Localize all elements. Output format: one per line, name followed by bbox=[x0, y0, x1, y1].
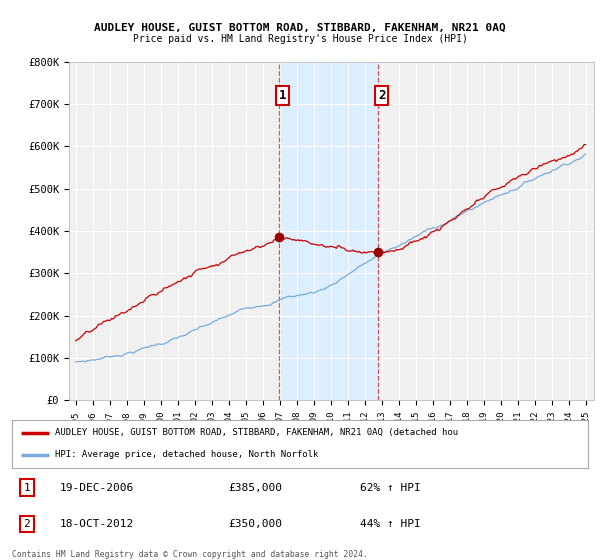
Text: 44% ↑ HPI: 44% ↑ HPI bbox=[360, 519, 421, 529]
Text: 1: 1 bbox=[23, 483, 31, 493]
Text: 19-DEC-2006: 19-DEC-2006 bbox=[60, 483, 134, 493]
Text: Contains HM Land Registry data © Crown copyright and database right 2024.
This d: Contains HM Land Registry data © Crown c… bbox=[12, 550, 368, 560]
Text: 2: 2 bbox=[23, 519, 31, 529]
Text: £385,000: £385,000 bbox=[228, 483, 282, 493]
Text: £350,000: £350,000 bbox=[228, 519, 282, 529]
Text: 62% ↑ HPI: 62% ↑ HPI bbox=[360, 483, 421, 493]
Bar bbox=[279, 62, 378, 400]
Text: HPI: Average price, detached house, North Norfolk: HPI: Average price, detached house, Nort… bbox=[55, 450, 319, 459]
Text: 1: 1 bbox=[278, 89, 286, 102]
Text: 18-OCT-2012: 18-OCT-2012 bbox=[60, 519, 134, 529]
Text: AUDLEY HOUSE, GUIST BOTTOM ROAD, STIBBARD, FAKENHAM, NR21 0AQ: AUDLEY HOUSE, GUIST BOTTOM ROAD, STIBBAR… bbox=[94, 22, 506, 32]
Text: Price paid vs. HM Land Registry's House Price Index (HPI): Price paid vs. HM Land Registry's House … bbox=[133, 34, 467, 44]
Text: 2: 2 bbox=[378, 89, 385, 102]
Text: AUDLEY HOUSE, GUIST BOTTOM ROAD, STIBBARD, FAKENHAM, NR21 0AQ (detached hou: AUDLEY HOUSE, GUIST BOTTOM ROAD, STIBBAR… bbox=[55, 428, 458, 437]
